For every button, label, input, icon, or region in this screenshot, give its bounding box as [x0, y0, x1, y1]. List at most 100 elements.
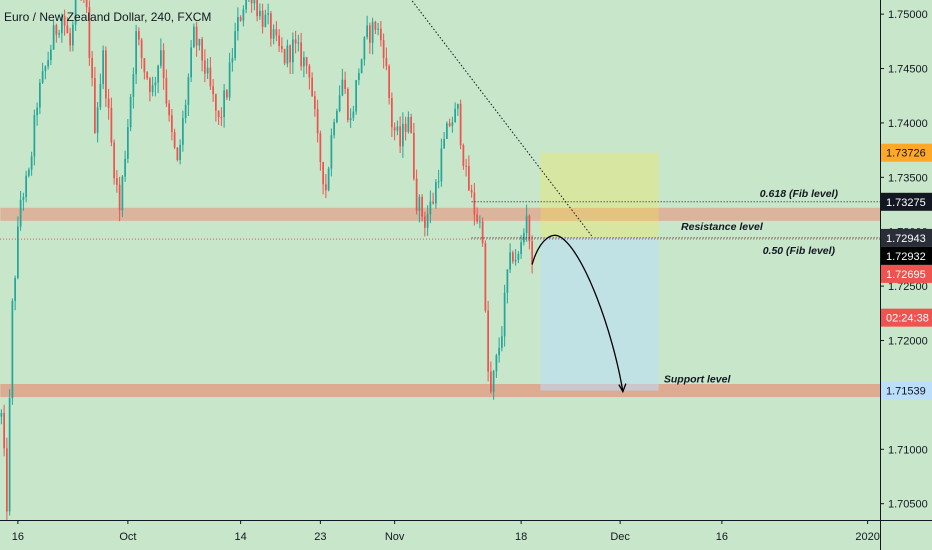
candle-body — [187, 77, 190, 105]
support-line-label: Support level — [664, 374, 732, 386]
candle-body — [289, 45, 291, 63]
x-tick-label: Nov — [385, 531, 405, 543]
candle-body — [528, 215, 531, 242]
candle-body — [355, 80, 357, 112]
candle-body — [217, 110, 220, 118]
candle-body — [308, 65, 311, 78]
plot-background — [0, 0, 880, 520]
candle-body — [17, 226, 19, 278]
candle-body — [476, 214, 478, 222]
candle-body — [168, 103, 170, 116]
candle-body — [99, 83, 102, 108]
x-tick-label: 16 — [716, 531, 728, 543]
candle-body — [22, 197, 25, 200]
x-tick-label: Oct — [119, 531, 136, 543]
x-tick-label: Dec — [610, 531, 630, 543]
candle-body — [173, 131, 176, 148]
candle-body — [195, 26, 198, 46]
candle-body — [322, 162, 324, 185]
candle-body — [366, 25, 368, 38]
candle-body — [382, 40, 385, 58]
candle-body — [55, 25, 58, 35]
x-tick-label: 14 — [235, 531, 247, 543]
candle-body — [28, 169, 30, 176]
candle-body — [209, 67, 212, 87]
candle-body — [410, 117, 412, 133]
candle-body — [184, 104, 187, 119]
candle-body — [374, 21, 377, 30]
candle-body — [371, 21, 374, 43]
candle-body — [14, 277, 16, 301]
price-label-bg — [881, 143, 932, 162]
candle-body — [369, 25, 371, 43]
candle-body — [30, 156, 33, 170]
candle-body — [179, 144, 181, 160]
price-label: 1.72695 — [886, 269, 926, 281]
candle-body — [220, 117, 223, 119]
candle-body — [234, 31, 236, 59]
price-label: 1.73275 — [886, 197, 926, 209]
candle-body — [492, 371, 495, 392]
candle-body — [451, 122, 454, 126]
candle-body — [437, 181, 440, 183]
candle-body — [286, 45, 289, 64]
candle-body — [146, 72, 148, 79]
candle-body — [440, 148, 443, 182]
candle-body — [226, 90, 228, 98]
candle-body — [253, 0, 256, 4]
candle-body — [300, 42, 302, 67]
price-label-bg — [881, 264, 932, 283]
candle-body — [61, 16, 63, 34]
chart-title: Euro / New Zealand Dollar, 240, FXCM — [4, 10, 212, 24]
candle-body — [107, 98, 110, 108]
candle-body — [154, 82, 157, 86]
candle-body — [237, 17, 239, 32]
candle-body — [347, 89, 349, 121]
candle-body — [182, 118, 184, 145]
candle-body — [349, 118, 352, 121]
candle-body — [435, 182, 437, 204]
candle-body — [479, 221, 481, 223]
price-label: 1.73726 — [886, 148, 926, 160]
projection-path — [531, 234, 624, 392]
candle-body — [465, 165, 467, 167]
candle-body — [149, 78, 151, 93]
candle-body — [484, 243, 487, 311]
candle-body — [41, 71, 44, 83]
candle-body — [129, 96, 132, 128]
candle-body — [314, 96, 316, 110]
candle-body — [124, 158, 126, 177]
candle-body — [404, 123, 407, 132]
candle-body — [338, 95, 341, 111]
candle-body — [391, 98, 393, 128]
candle-body — [33, 115, 36, 157]
candle-body — [468, 165, 470, 191]
candle-body — [228, 62, 231, 98]
candle-body — [0, 412, 3, 417]
candle-body — [171, 115, 173, 132]
y-tick-label: 1.72500 — [888, 281, 928, 293]
candle-body — [363, 37, 366, 60]
candle-body — [275, 29, 278, 36]
candle-body — [102, 50, 104, 84]
candle-body — [407, 117, 410, 132]
candle-body — [514, 259, 517, 262]
fib-618-label: 0.618 (Fib level) — [760, 188, 839, 200]
candle-body — [52, 25, 55, 50]
candle-body — [261, 10, 264, 27]
candle-body — [531, 241, 533, 265]
candle-body — [69, 33, 71, 46]
candle-body — [506, 269, 509, 293]
candle-body — [523, 233, 525, 243]
y-tick-label: 1.75000 — [888, 9, 928, 21]
candle-body — [415, 178, 418, 211]
candle-body — [459, 103, 462, 146]
candle-body — [127, 127, 129, 159]
candle-body — [94, 77, 96, 133]
candle-body — [44, 66, 47, 72]
candle-body — [418, 196, 421, 211]
candle-body — [36, 107, 38, 116]
candle-body — [426, 214, 429, 228]
candle-body — [113, 142, 115, 179]
price-label-bg — [881, 308, 932, 327]
